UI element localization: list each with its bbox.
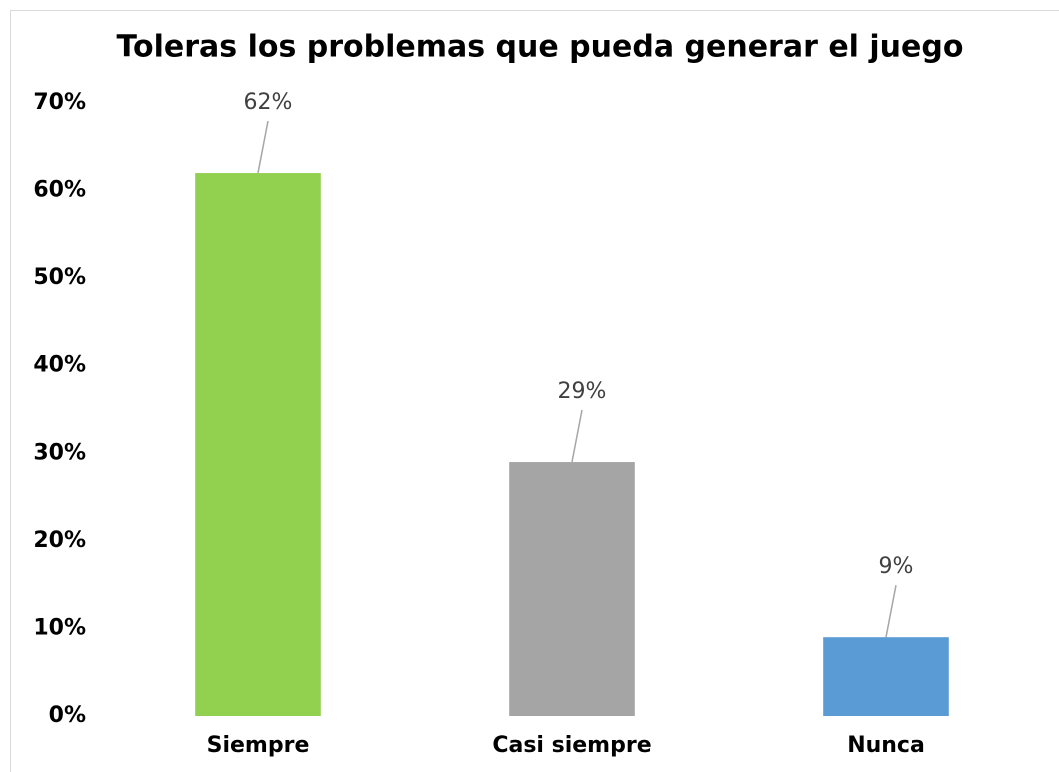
y-tick-label: 20% — [33, 528, 86, 553]
x-tick-label: Nunca — [847, 733, 925, 758]
x-tick-label: Siempre — [207, 733, 310, 758]
y-tick-label: 50% — [33, 265, 86, 290]
bar — [823, 637, 949, 716]
y-tick-label: 70% — [33, 90, 86, 115]
leader-line — [257, 120, 269, 174]
data-label: 9% — [879, 554, 914, 579]
leader-line — [571, 409, 583, 463]
y-tick-label: 0% — [49, 703, 86, 728]
data-label: 29% — [558, 379, 607, 404]
data-label: 62% — [244, 90, 293, 115]
y-tick-label: 10% — [33, 615, 86, 640]
x-tick-label: Casi siempre — [492, 733, 651, 758]
chart-title: Toleras los problemas que pueda generar … — [117, 30, 964, 65]
y-tick-label: 40% — [33, 353, 86, 378]
y-tick-label: 30% — [33, 440, 86, 465]
y-tick-label: 60% — [33, 178, 86, 203]
bar — [509, 462, 635, 716]
bar — [195, 173, 321, 717]
leader-line — [885, 585, 897, 638]
